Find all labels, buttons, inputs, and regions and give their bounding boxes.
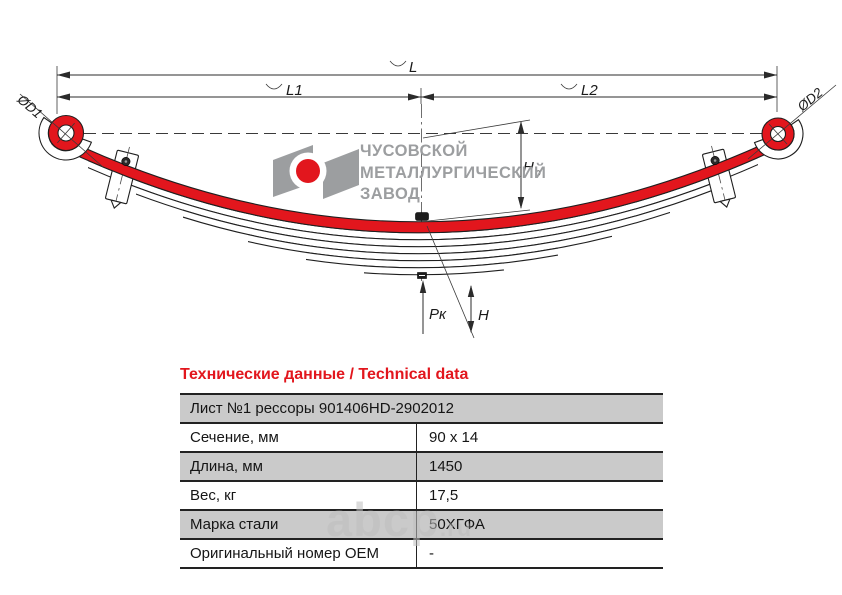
- table-row: Марка стали 50ХГФА: [180, 511, 663, 540]
- row-label: Марка стали: [190, 516, 279, 533]
- center-bolt-icon: [415, 212, 429, 279]
- dimension-L1-label: L1: [286, 82, 303, 99]
- table-row: Оригинальный номер OEM -: [180, 540, 663, 569]
- tech-data-table: Лист №1 рессоры 901406HD-2902012 Сечение…: [180, 393, 663, 569]
- dimension-D2-label: ØD2: [794, 85, 826, 115]
- dimension-H: H: [426, 225, 489, 339]
- dimension-H0-label: H: [523, 159, 534, 176]
- spring-leaf-7: [364, 262, 504, 276]
- table-row: Сечение, мм 90 x 14: [180, 424, 663, 453]
- clamp-left: [105, 146, 139, 209]
- arc-length-symbol: [560, 83, 578, 90]
- factory-logo-mark: [273, 145, 359, 199]
- logo-text-line2: МЕТАЛЛУРГИЧЕСКИЙ: [360, 163, 547, 182]
- dimension-L: L: [57, 59, 777, 79]
- dimension-L-label: L: [409, 59, 417, 76]
- dimension-L2-label: L2: [581, 82, 598, 99]
- clamp-right: [702, 145, 736, 208]
- row-label: Сечение, мм: [190, 429, 279, 446]
- dimension-L1: L1: [57, 82, 421, 101]
- row-value: 90 x 14: [416, 424, 663, 451]
- logo-red-dot-icon: [296, 159, 320, 183]
- load-arrow-Pk: Pк: [419, 280, 447, 334]
- dimension-L2: L2: [421, 82, 777, 101]
- dimension-H0-subscript: о: [535, 167, 541, 179]
- part-number-title: Лист №1 рессоры 901406HD-2902012: [190, 400, 454, 417]
- dimension-H0: H о: [422, 119, 541, 222]
- table-row: Длина, мм 1450: [180, 453, 663, 482]
- dimension-D1-label: ØD1: [14, 91, 46, 121]
- spring-eye-right: [753, 117, 804, 160]
- clamp-left-bolt-icon: [121, 157, 131, 167]
- row-value: -: [416, 540, 663, 567]
- load-Pk-label: Pк: [429, 306, 447, 323]
- arc-length-symbol: [265, 83, 283, 90]
- spring-eye-left: [38, 114, 93, 161]
- logo-text-line1: ЧУСОВСКОЙ: [360, 142, 468, 160]
- table-row: Вес, кг 17,5: [180, 482, 663, 511]
- arc-length-symbol: [389, 60, 407, 67]
- leaf-stack: [88, 156, 758, 276]
- clamp-right-bolt-icon: [710, 156, 720, 166]
- spring-leaf-6: [306, 247, 558, 269]
- row-value: 1450: [416, 453, 663, 480]
- logo-band-right-icon: [323, 149, 359, 199]
- row-label: Вес, кг: [190, 487, 237, 504]
- dimension-H-label: H: [478, 307, 489, 324]
- logo-text-line3: ЗАВОД: [360, 185, 421, 203]
- tech-data-title: Технические данные / Technical data: [180, 366, 469, 383]
- leaf-spring-technical-drawing: L L1 L2: [14, 59, 837, 339]
- row-label: Длина, мм: [190, 458, 263, 475]
- row-value: 17,5: [416, 482, 663, 509]
- extension-lines: [56, 66, 778, 114]
- table-header-row: Лист №1 рессоры 901406HD-2902012: [180, 395, 663, 424]
- spring-leaf-5: [248, 228, 612, 262]
- factory-logo-text: ЧУСОВСКОЙ МЕТАЛЛУРГИЧЕСКИЙ ЗАВОД: [360, 141, 546, 206]
- row-label: Оригинальный номер OEM: [190, 545, 380, 562]
- row-value: 50ХГФА: [416, 511, 663, 538]
